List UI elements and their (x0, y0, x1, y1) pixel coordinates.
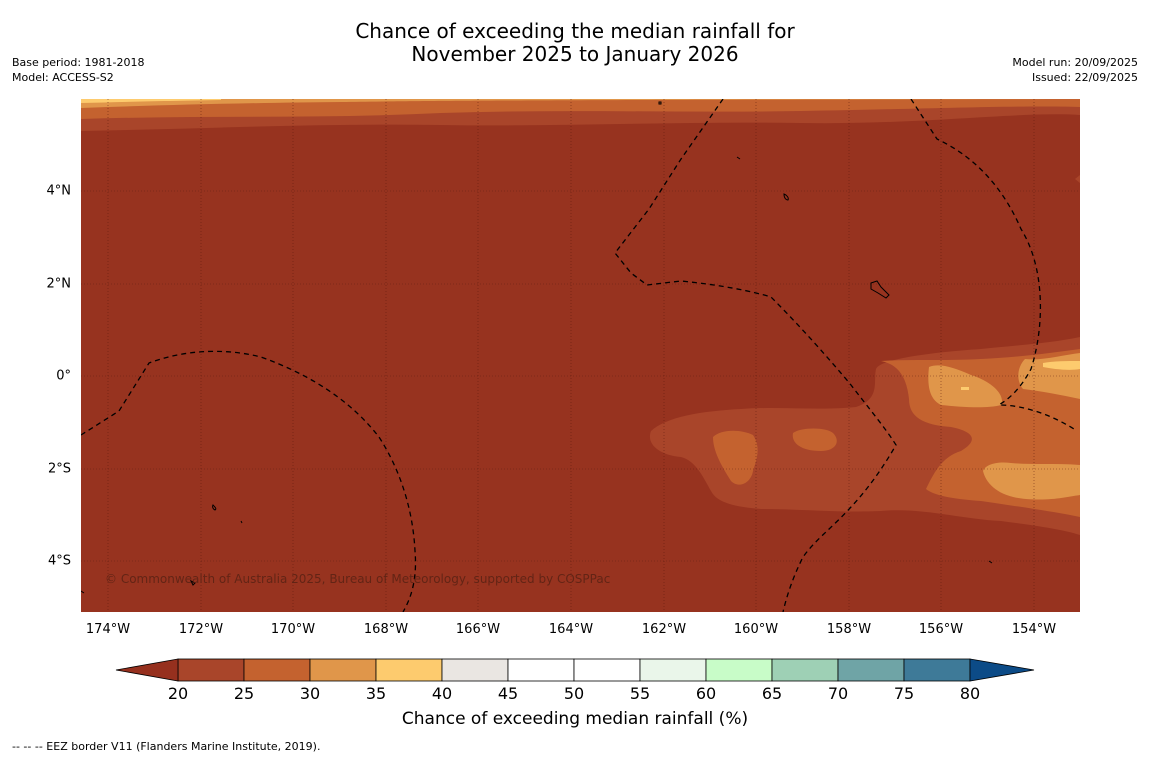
colorbar-segment-20-25 (177, 658, 245, 682)
eez-west (81, 350, 417, 612)
north-contour-band-4 (81, 99, 221, 103)
island-8 (988, 560, 993, 564)
copyright-notice: © Commonwealth of Australia 2025, Bureau… (105, 572, 611, 586)
lon-label-166w: 166°W (455, 622, 501, 637)
eez-borders (81, 99, 1078, 612)
eez-legend-note: -- -- -- EEZ border V11 (Flanders Marine… (12, 740, 321, 753)
islands (81, 101, 993, 594)
colorbar-segments (177, 658, 971, 682)
lon-label-170w: 170°W (270, 622, 316, 637)
colorbar-low-extension (115, 658, 179, 682)
north-contour-band-3 (81, 99, 1080, 108)
colorbar-segment-35-40 (375, 658, 443, 682)
colorbar-tick-45: 45 (497, 684, 519, 703)
colorbar-tick-25: 25 (233, 684, 255, 703)
issued-date: Issued: 22/09/2025 (1031, 71, 1138, 84)
colorbar-tick-65: 65 (761, 684, 783, 703)
base-period: Base period: 1981-2018 (12, 56, 145, 69)
island-1 (783, 193, 789, 201)
colorbar-segment-55-60 (639, 658, 707, 682)
lon-label-160w: 160°W (733, 622, 779, 637)
colorbar-tick-35: 35 (365, 684, 387, 703)
eez-central (614, 99, 897, 612)
lon-label-158w: 158°W (826, 622, 872, 637)
colorbar-tick-20: 20 (167, 684, 189, 703)
lat-label-2n: 2°N (46, 276, 72, 292)
se-contour-35-upper (928, 365, 1002, 408)
colorbar-segment-60-65 (705, 658, 773, 682)
model-run: Model run: 20/09/2025 (1012, 56, 1138, 69)
lon-label-162w: 162°W (641, 622, 687, 637)
colorbar-high-extension (969, 658, 1035, 682)
colorbar-tick-60: 60 (695, 684, 717, 703)
colorbar-tick-75: 75 (893, 684, 915, 703)
island-3 (212, 504, 217, 511)
island-9 (81, 590, 85, 594)
island-5 (658, 101, 662, 105)
model-name: Model: ACCESS-S2 (12, 71, 114, 84)
lat-label-0: 0° (56, 368, 71, 384)
colorbar-segment-40-45 (441, 658, 509, 682)
island-2 (870, 280, 890, 299)
island-7 (240, 520, 243, 524)
lon-label-168w: 168°W (363, 622, 409, 637)
island-4 (189, 579, 196, 586)
colorbar-segment-25-30 (243, 658, 311, 682)
se-contour-30-west (713, 430, 758, 485)
colorbar-tick-40: 40 (431, 684, 453, 703)
map-title-line2: November 2025 to January 2026 (411, 42, 739, 66)
colorbar-tick-70: 70 (827, 684, 849, 703)
colorbar (115, 658, 1035, 682)
lon-label-154w: 154°W (1011, 622, 1057, 637)
lon-label-164w: 164°W (548, 622, 594, 637)
colorbar-title: Chance of exceeding median rainfall (%) (401, 709, 749, 729)
north-contour-band-2 (81, 99, 1080, 119)
rainfall-map-svg (81, 99, 1080, 612)
lat-label-4s: 4°S (47, 553, 71, 569)
colorbar-tick-50: 50 (563, 684, 585, 703)
colorbar-segment-50-55 (573, 658, 641, 682)
colorbar-tick-80: 80 (959, 684, 981, 703)
east-edge-dot (1075, 175, 1080, 183)
lon-label-156w: 156°W (918, 622, 964, 637)
lat-label-2s: 2°S (47, 461, 71, 477)
map-title-line1: Chance of exceeding the median rainfall … (355, 19, 795, 43)
se-contour-40-dot (961, 387, 969, 390)
colorbar-segment-75-80 (903, 658, 971, 682)
se-contour-30-mid (792, 428, 837, 451)
se-contour-40 (1043, 361, 1080, 370)
colorbar-segment-30-35 (309, 658, 377, 682)
lon-label-172w: 172°W (178, 622, 224, 637)
colorbar-segment-45-50 (507, 658, 575, 682)
colorbar-segment-70-75 (837, 658, 905, 682)
se-contour-35-lower (983, 462, 1080, 500)
lon-label-174w: 174°W (85, 622, 131, 637)
rainfall-map: © Commonwealth of Australia 2025, Bureau… (81, 99, 1080, 612)
lat-label-4n: 4°N (46, 183, 72, 199)
colorbar-tick-30: 30 (299, 684, 321, 703)
colorbar-tick-55: 55 (629, 684, 651, 703)
island-6 (736, 156, 741, 160)
colorbar-segment-65-70 (771, 658, 839, 682)
